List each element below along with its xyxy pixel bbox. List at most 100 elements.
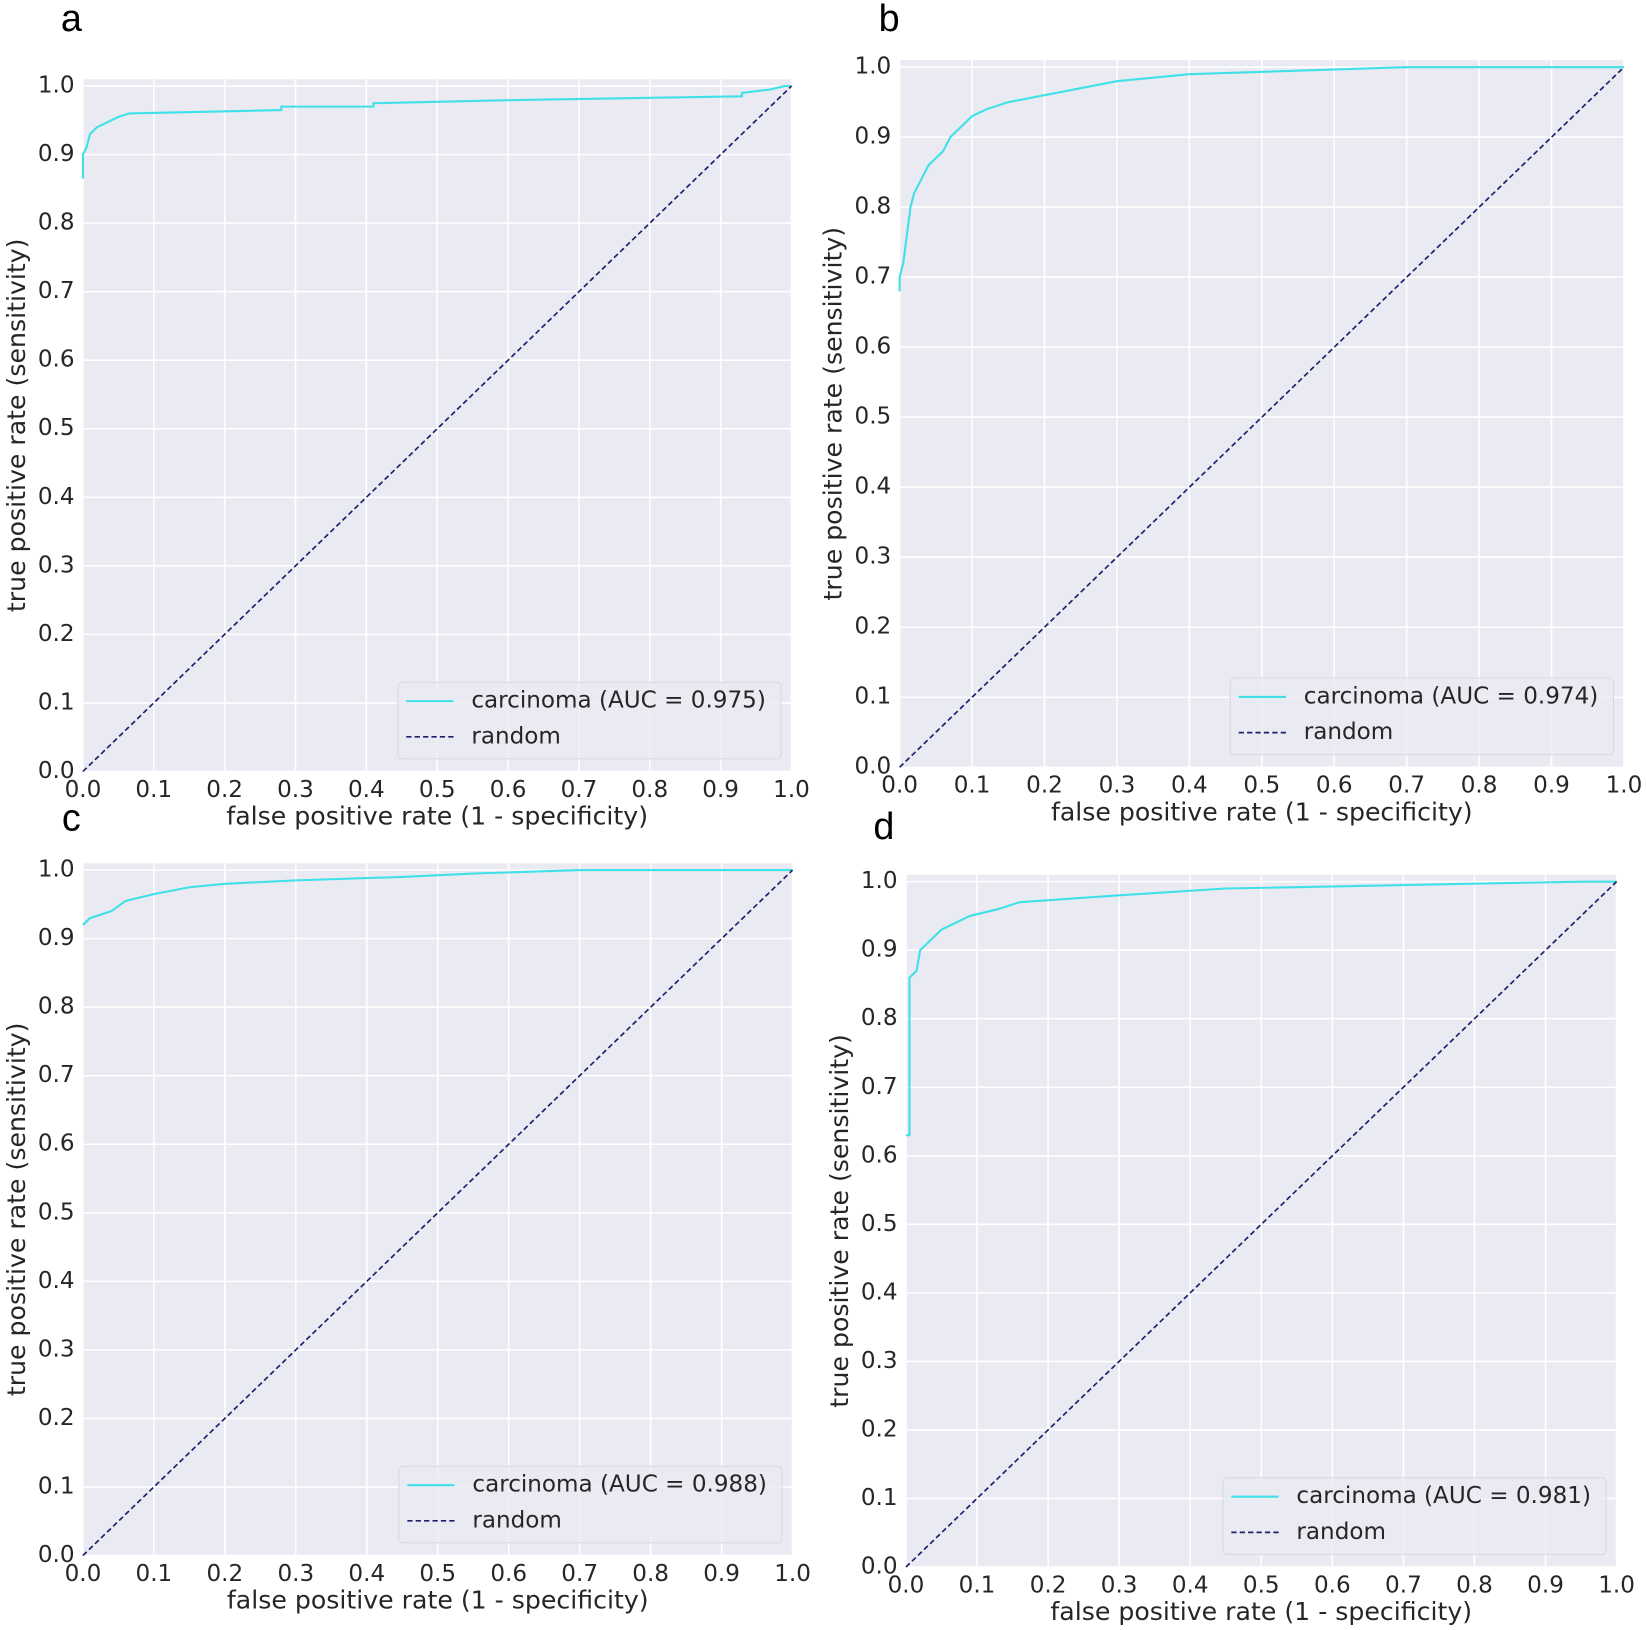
y-tick-label: 0.9 (38, 141, 75, 167)
x-tick-label: 0.9 (1527, 1572, 1564, 1598)
y-tick-label: 0.6 (38, 1131, 75, 1157)
x-tick-label: 0.8 (1456, 1572, 1493, 1598)
roc-line (905, 880, 1617, 1137)
y-tick-label: 0.5 (855, 404, 892, 430)
x-tick-label: 0.1 (959, 1572, 996, 1598)
x-axis-label: false positive rate (1 - specificity) (227, 1586, 649, 1615)
x-tick-label: 0.6 (490, 777, 527, 803)
x-tick-label: 0.5 (419, 777, 456, 803)
x-tick-label: 0.1 (136, 1561, 173, 1587)
x-tick-label: 1.0 (1598, 1572, 1635, 1598)
y-tick-label: 0.3 (38, 552, 75, 578)
y-axis-label: true positive rate (sensitivity) (2, 239, 31, 613)
x-tick-label: 0.8 (1461, 773, 1498, 799)
chart-panel: c 0.0 0.1 0.2 0.3 0.4 0.5 0.6 0.7 0.8 0.9 1.0 0.0 0.1… (2, 798, 811, 1615)
y-tick-label: 0.0 (855, 754, 892, 780)
roc-line (82, 869, 793, 926)
y-tick-label: 0.8 (38, 210, 75, 236)
legend-label: random (471, 723, 561, 749)
y-tick-label: 0.1 (38, 689, 75, 715)
y-tick-label: 0.8 (38, 994, 75, 1020)
x-tick-label: 0.2 (207, 1561, 244, 1587)
panel-label: c (62, 798, 81, 840)
x-tick-label: 0.9 (1533, 773, 1570, 799)
roc-line (905, 881, 1618, 1568)
x-tick-label: 0.7 (1385, 1572, 1422, 1598)
panel-label: d (873, 806, 894, 848)
y-tick-label: 0.9 (861, 937, 898, 963)
x-tick-label: 0.0 (881, 773, 918, 799)
x-axis-label: false positive rate (1 - specificity) (1050, 1597, 1472, 1626)
x-tick-label: 0.9 (703, 1561, 740, 1587)
panel-label: a (61, 0, 82, 40)
x-tick-label: 0.5 (1243, 773, 1280, 799)
x-tick-label: 0.5 (1243, 1572, 1280, 1598)
y-tick-label: 0.4 (38, 1268, 75, 1294)
legend-label: random (1304, 719, 1394, 745)
chart-panel: d 0.0 0.1 0.2 0.3 0.4 0.5 0.6 0.7 0.8 0.9 1.0 0.0 0.1… (825, 806, 1635, 1626)
x-axis-label: false positive rate (1 - specificity) (1051, 797, 1473, 826)
x-tick-label: 0.3 (277, 1561, 314, 1587)
x-tick-label: 0.4 (348, 1561, 385, 1587)
legend-label: carcinoma (AUC = 0.974) (1304, 683, 1599, 709)
x-tick-label: 0.3 (1101, 1572, 1138, 1598)
x-tick-label: 0.4 (1171, 773, 1208, 799)
x-tick-label: 0.2 (1030, 1572, 1067, 1598)
x-tick-label: 0.2 (206, 777, 243, 803)
y-tick-label: 0.4 (855, 474, 892, 500)
y-tick-label: 1.0 (861, 868, 898, 894)
chart-panel: b 0.0 0.1 0.2 0.3 0.4 0.5 0.6 0.7 0.8 0.9 1.0 0.0 0.1… (819, 0, 1643, 826)
y-tick-label: 0.7 (38, 278, 75, 304)
y-tick-label: 0.2 (38, 1405, 75, 1431)
x-tick-label: 0.0 (888, 1572, 925, 1598)
legend-box (397, 681, 782, 760)
panel-label: b (879, 0, 900, 40)
x-tick-label: 0.8 (631, 777, 668, 803)
x-tick-label: 0.7 (561, 1561, 598, 1587)
legend-box (1222, 1477, 1607, 1555)
y-tick-label: 0.9 (855, 124, 892, 150)
y-tick-label: 0.6 (861, 1142, 898, 1168)
y-tick-label: 0.7 (38, 1062, 75, 1088)
x-tick-label: 1.0 (773, 777, 810, 803)
y-tick-label: 0.0 (38, 758, 75, 784)
x-tick-label: 0.9 (702, 777, 739, 803)
y-tick-label: 0.2 (861, 1416, 898, 1442)
x-axis-label: false positive rate (1 - specificity) (226, 802, 648, 831)
legend-label: random (472, 1507, 562, 1533)
x-tick-label: 0.0 (65, 777, 102, 803)
y-tick-label: 0.7 (855, 264, 892, 290)
y-axis-label: true positive rate (sensitivity) (825, 1034, 854, 1408)
x-tick-label: 0.2 (1026, 773, 1063, 799)
x-tick-label: 0.8 (632, 1561, 669, 1587)
y-tick-label: 0.8 (855, 194, 892, 220)
legend-label: carcinoma (AUC = 0.975) (471, 688, 766, 714)
x-tick-label: 0.4 (348, 777, 385, 803)
x-tick-label: 0.6 (1316, 773, 1353, 799)
legend-label: carcinoma (AUC = 0.981) (1296, 1483, 1591, 1509)
roc-line (898, 66, 1624, 292)
chart-panel: a 0.0 0.1 0.2 0.3 0.4 0.5 0.6 0.7 0.8 0.9 1.0 0.0 0.1… (2, 0, 810, 831)
y-tick-label: 0.0 (861, 1554, 898, 1580)
y-tick-label: 0.4 (861, 1279, 898, 1305)
x-tick-label: 1.0 (1606, 773, 1643, 799)
y-tick-label: 0.3 (855, 544, 892, 570)
x-tick-label: 0.1 (135, 777, 172, 803)
y-tick-label: 0.6 (855, 334, 892, 360)
y-tick-label: 0.1 (861, 1485, 898, 1511)
x-tick-label: 0.1 (954, 773, 991, 799)
x-tick-label: 1.0 (774, 1561, 811, 1587)
x-tick-label: 0.6 (490, 1561, 527, 1587)
y-axis-label: true positive rate (sensitivity) (2, 1023, 31, 1397)
x-tick-label: 0.3 (1099, 773, 1136, 799)
roc-line (81, 85, 792, 179)
x-tick-label: 0.5 (419, 1561, 456, 1587)
legend-label: random (1296, 1519, 1386, 1545)
y-tick-label: 0.8 (861, 1005, 898, 1031)
x-tick-label: 0.7 (561, 777, 598, 803)
x-tick-label: 0.6 (1314, 1572, 1351, 1598)
y-axis-label: true positive rate (sensitivity) (819, 227, 848, 601)
legend-box (1229, 677, 1614, 756)
